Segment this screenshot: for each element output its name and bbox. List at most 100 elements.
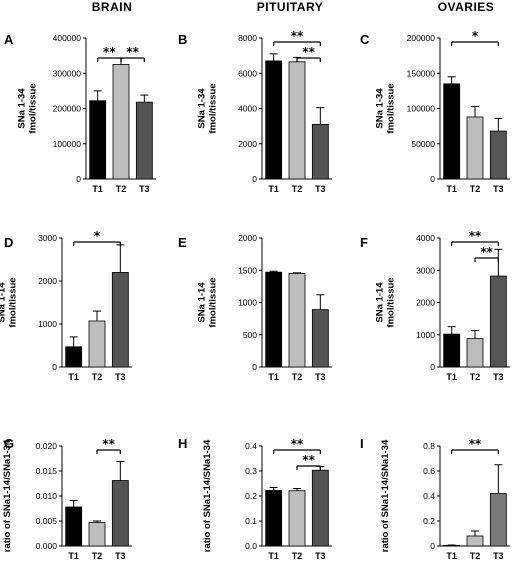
significance-label: ** [480, 245, 493, 259]
x-tick-label: T2 [470, 551, 481, 561]
bar-t2 [466, 338, 484, 368]
y-tick-label: 2000 [416, 298, 435, 308]
x-tick-label: T3 [493, 551, 504, 561]
x-tick-label: T1 [268, 372, 279, 382]
y-axis-label: fmol/tissue [28, 83, 39, 133]
x-tick-label: T3 [493, 184, 504, 194]
y-tick-label: 1000 [38, 319, 57, 329]
panel-letter: H [178, 436, 187, 451]
x-tick-label: T3 [315, 184, 326, 194]
x-tick-label: T1 [446, 372, 457, 382]
y-tick-label: 100000 [407, 104, 436, 114]
y-axis-label: ratio of SNa1-14/SNa1-34 [2, 439, 13, 552]
x-tick-label: T1 [92, 184, 103, 194]
panel-d: D 0 1000 2000 3000 SNa 1-14 fmol/tissue T1 T2 T3 * [0, 229, 132, 382]
y-tick-label: 200000 [53, 104, 82, 114]
x-tick-label: T3 [115, 551, 126, 561]
significance-label: ** [103, 45, 116, 59]
bar-t1 [65, 346, 83, 368]
y-axis-label: SNa 1-34 [197, 88, 208, 129]
y-tick-label: 8000 [238, 33, 257, 43]
panel-e: E 0 500 1000 1500 2000 SNa 1-14 fmol/tissue T1 T2… [178, 233, 332, 382]
y-tick-label: 4000 [238, 104, 257, 114]
y-tick-label: 100000 [53, 139, 82, 149]
y-tick-label: 0 [52, 362, 57, 372]
y-tick-label: 3000 [416, 265, 435, 275]
panel-i: I 0 0.2 0.4 0.6 0.8 ratio of SNa1-14/SNa1-34 T1… [360, 436, 510, 561]
y-axis-label: SNa 1-14 [0, 282, 8, 323]
panel-letter: G [4, 436, 14, 451]
y-tick-label: 0.015 [36, 466, 58, 476]
y-axis-label: fmol/tissue [208, 83, 219, 133]
bar-t2 [88, 320, 106, 368]
x-tick-label: T2 [92, 551, 103, 561]
y-tick-label: 50000 [411, 139, 435, 149]
panel-b: B 0 2000 4000 6000 8000 SNa 1-34 fmol/tissue T1 T… [178, 29, 332, 194]
panel-c: C 0 50000 100000 150000 200000 SNa 1-34 fmol/ti… [360, 29, 510, 194]
y-tick-label: 200000 [407, 33, 436, 43]
column-title-ovaries: OVARIES [438, 0, 495, 14]
significance-label: ** [302, 453, 315, 467]
y-tick-label: 0.6 [423, 466, 435, 476]
panel-letter: F [360, 235, 368, 250]
significance-label: ** [302, 45, 315, 59]
bar-t3 [311, 309, 329, 368]
bar-t3 [135, 101, 153, 180]
panel-letter: D [4, 235, 13, 250]
significance-label: * [94, 229, 101, 243]
bar-t2 [466, 116, 484, 180]
y-tick-label: 0 [430, 174, 435, 184]
y-axis-label: SNa 1-34 [17, 88, 28, 129]
panel-letter: C [360, 32, 370, 47]
y-tick-label: 0.1 [245, 516, 257, 526]
x-tick-label: T1 [446, 184, 457, 194]
y-axis-label: fmol/tissue [386, 83, 397, 133]
x-tick-label: T2 [116, 184, 127, 194]
x-tick-label: T1 [446, 551, 457, 561]
y-tick-label: 0.0 [245, 541, 257, 551]
y-tick-label: 1000 [238, 298, 257, 308]
panel-a: A 0 100000 200000 300000 400000 SNa 1-34 fmol/t… [4, 32, 156, 194]
y-axis-label: SNa 1-14 [375, 282, 386, 323]
y-tick-label: 0.8 [423, 441, 435, 451]
y-axis-label: ratio of SNa1-14/SNa1-34 [202, 439, 213, 552]
x-tick-label: T1 [268, 551, 279, 561]
significance-label: ** [126, 45, 139, 59]
panel-g: G 0.000 0.005 0.010 0.015 0.020 ratio of SNa1-… [2, 436, 132, 561]
significance-label: ** [291, 437, 304, 451]
panel-letter: I [360, 436, 364, 451]
bar-t2 [288, 273, 306, 368]
x-tick-label: T3 [493, 372, 504, 382]
bar-t1 [443, 83, 461, 180]
panel-f: F 0 1000 2000 3000 4000 SNa 1-14 fmol/tissue T1 T… [360, 229, 510, 382]
y-tick-label: 0 [76, 174, 81, 184]
y-axis-label: SNa 1-34 [375, 88, 386, 129]
significance-label: * [472, 29, 479, 43]
y-axis-label: fmol/tissue [386, 277, 397, 327]
y-tick-label: 0.4 [423, 491, 435, 501]
y-tick-label: 3000 [38, 233, 57, 243]
bar-t1 [265, 271, 283, 368]
x-tick-label: T1 [268, 184, 279, 194]
y-tick-label: 0 [430, 541, 435, 551]
bar-t2 [466, 535, 484, 547]
bar-t3 [311, 469, 329, 547]
y-tick-label: 300000 [53, 68, 82, 78]
y-tick-label: 4000 [416, 233, 435, 243]
x-tick-label: T2 [292, 551, 303, 561]
bar-t1 [65, 506, 83, 547]
x-tick-label: T3 [315, 551, 326, 561]
y-tick-label: 150000 [407, 68, 436, 78]
panel-letter: E [178, 235, 187, 250]
bar-t1 [89, 100, 107, 180]
y-tick-label: 0.3 [245, 466, 257, 476]
panel-h: H 0.0 0.1 0.2 0.3 0.4 ratio of SNa1-14/SNa1-34… [178, 436, 332, 561]
x-tick-label: T1 [68, 372, 79, 382]
x-tick-label: T3 [315, 372, 326, 382]
bar-t1 [265, 60, 283, 180]
bar-t3 [489, 275, 507, 368]
bar-t2 [112, 64, 130, 180]
significance-label: ** [291, 29, 304, 43]
bar-t3 [489, 130, 507, 180]
